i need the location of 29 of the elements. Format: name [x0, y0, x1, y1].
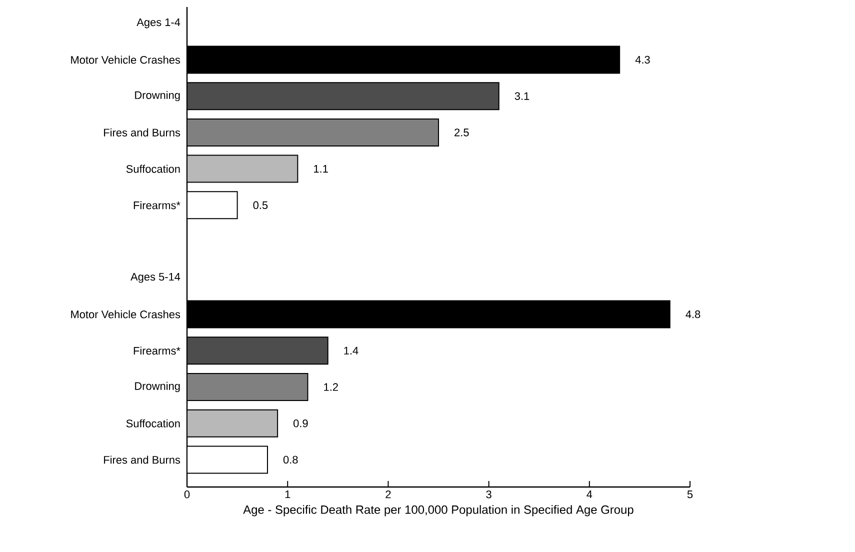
data-label: 0.8 — [283, 456, 298, 464]
x-tick-label: 5 — [687, 490, 693, 498]
x-tick-label: 4 — [586, 490, 592, 498]
data-label: 0.5 — [253, 201, 268, 210]
y-tick-label: Suffocation — [126, 419, 180, 428]
y-tick-label: Drowning — [135, 90, 180, 102]
x-tick-label: 0 — [184, 490, 190, 498]
data-label: 4.8 — [686, 310, 700, 318]
y-tick-label: Ages 1-4 — [136, 18, 180, 28]
x-tick-label: 1 — [285, 490, 290, 498]
x-tick-label: 3 — [486, 490, 492, 498]
x-axis-title: Age - Specific Death Rate per 100,000 Population in Specified Age Group — [243, 505, 634, 516]
data-label: 0.9 — [293, 419, 308, 428]
data-label: 1.1 — [314, 165, 328, 173]
data-label: 1.2 — [324, 383, 338, 391]
data-label: 2.5 — [454, 128, 469, 136]
y-tick-label: Fires and Burns — [104, 128, 180, 136]
y-tick-label: Firearms* — [134, 201, 180, 210]
y-tick-label: Ages 5-14 — [130, 272, 180, 283]
y-tick-label: Firearms* — [134, 346, 180, 355]
y-tick-label: Drowning — [135, 382, 180, 392]
x-tick-label: 2 — [386, 490, 391, 498]
data-label: 3.1 — [514, 92, 530, 100]
data-label: 1.4 — [344, 346, 358, 354]
y-tick-label: Fires and Burns — [104, 456, 180, 464]
data-label: 4.3 — [635, 56, 650, 64]
y-tick-label: Motor Vehicle Crashes — [71, 310, 180, 318]
y-tick-label: Motor Vehicle Crashes — [71, 56, 180, 64]
y-tick-label: Suffocation — [126, 164, 180, 173]
